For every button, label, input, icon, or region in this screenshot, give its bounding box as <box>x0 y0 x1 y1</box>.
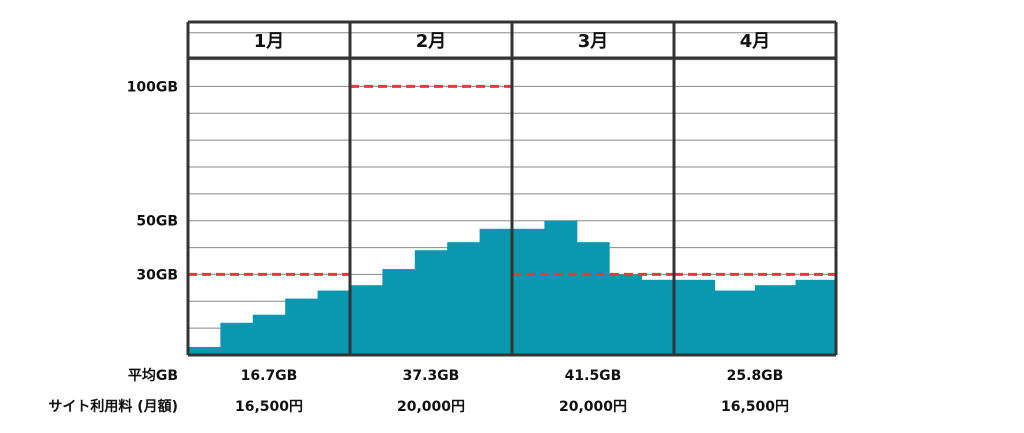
y-tick-label: 30GB <box>136 267 178 283</box>
usage-step-bar <box>479 228 513 355</box>
usage-step-bar <box>576 242 610 355</box>
average-value: 25.8GB <box>727 368 784 384</box>
usage-step-bar <box>188 346 221 355</box>
usage-step-bar <box>382 269 416 355</box>
fee-value: 16,500円 <box>235 399 303 415</box>
y-tick-label: 100GB <box>127 79 178 95</box>
month-label: 1月 <box>254 31 285 52</box>
fee-value: 20,000円 <box>559 399 627 415</box>
usage-step-bar <box>512 228 545 355</box>
summary-row-label: サイト利用料 (月額) <box>48 398 178 415</box>
usage-step-bar <box>317 290 351 355</box>
usage-step-bar <box>447 242 481 355</box>
usage-step-bar <box>609 274 643 355</box>
usage-step-bar <box>252 314 286 355</box>
usage-step-bar <box>641 279 675 355</box>
month-label: 3月 <box>578 31 609 52</box>
usage-step-bar <box>220 322 254 355</box>
fee-value: 20,000円 <box>397 399 465 415</box>
usage-step-bar <box>674 279 715 355</box>
summary-row-label: 平均GB <box>128 367 178 384</box>
fee-value: 16,500円 <box>721 399 789 415</box>
usage-step-bar <box>414 250 448 355</box>
y-tick-label: 50GB <box>136 214 178 230</box>
month-label: 4月 <box>740 31 771 52</box>
usage-step-bar <box>714 290 756 355</box>
usage-step-bar <box>285 298 319 355</box>
month-label: 2月 <box>416 31 447 52</box>
average-value: 37.3GB <box>403 368 460 384</box>
usage-step-bar <box>755 285 796 355</box>
usage-step-bar <box>544 220 578 355</box>
usage-step-bar <box>350 285 383 355</box>
usage-step-bar <box>795 279 837 355</box>
average-value: 16.7GB <box>241 368 298 384</box>
average-value: 41.5GB <box>565 368 622 384</box>
